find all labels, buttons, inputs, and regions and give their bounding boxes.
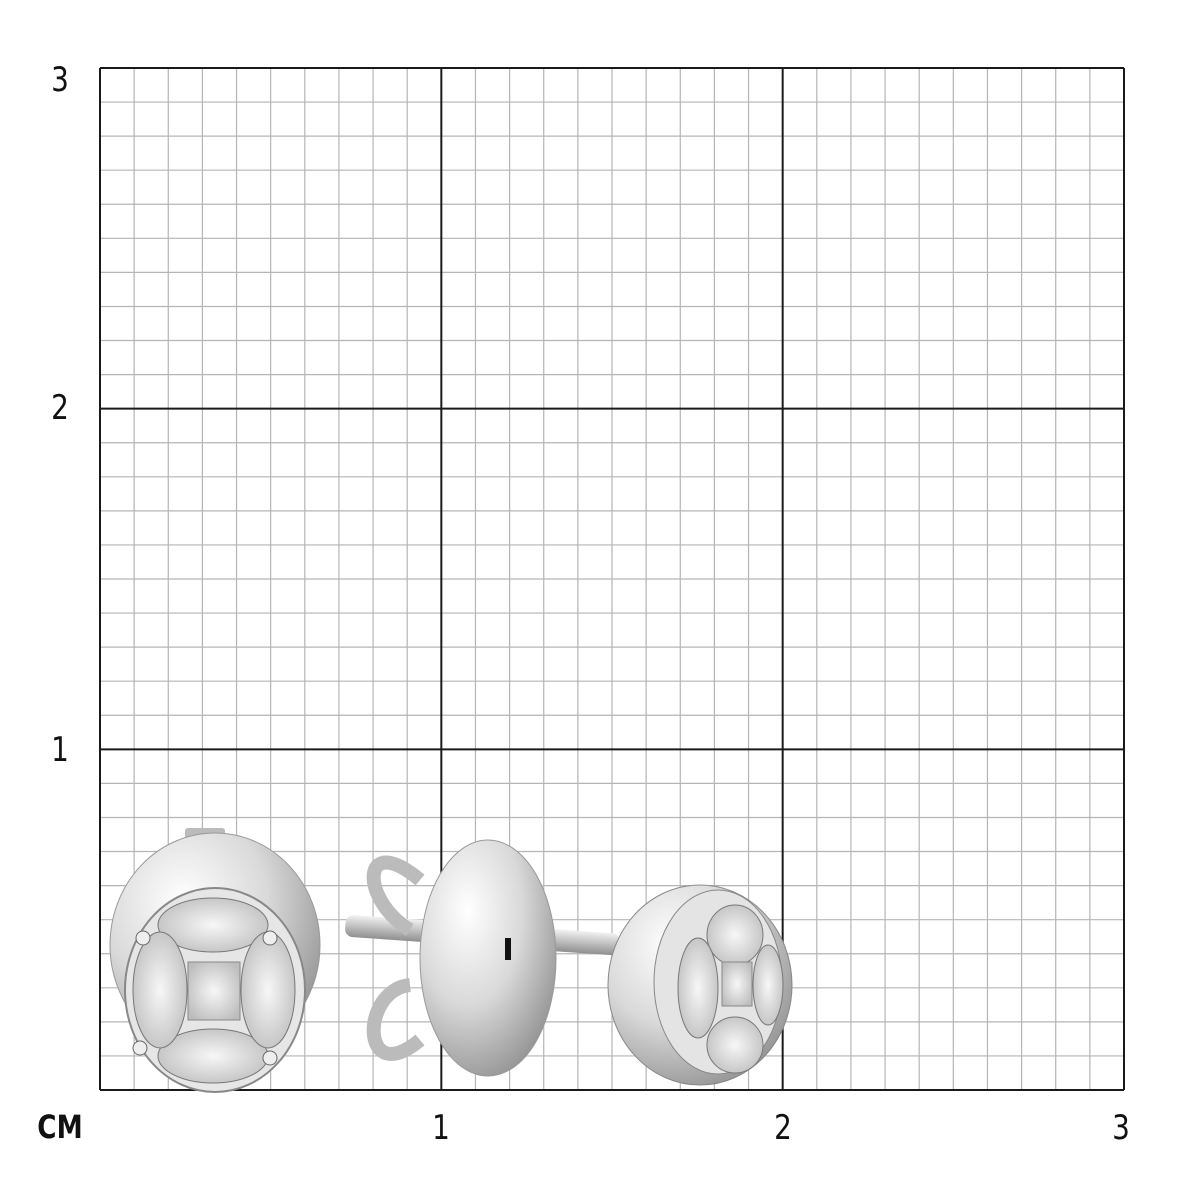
butterfly-back xyxy=(419,839,557,1077)
marquise-stone-top xyxy=(157,897,269,953)
marquise-stone-left xyxy=(132,931,188,1049)
x-tick-3: 3 xyxy=(1112,1108,1130,1148)
earring-side-view xyxy=(345,839,793,1086)
unit-label: CM xyxy=(37,1108,83,1146)
y-tick-2: 2 xyxy=(51,388,69,428)
major-grid-lines xyxy=(99,67,1125,1091)
marquise-stone-right xyxy=(240,931,296,1049)
x-tick-1: 1 xyxy=(432,1108,450,1148)
y-tick-3: 3 xyxy=(51,60,69,100)
y-tick-1: 1 xyxy=(51,730,69,770)
earring-front-view xyxy=(109,828,321,1093)
x-tick-2: 2 xyxy=(774,1108,792,1148)
princess-stone-center xyxy=(187,961,241,1021)
